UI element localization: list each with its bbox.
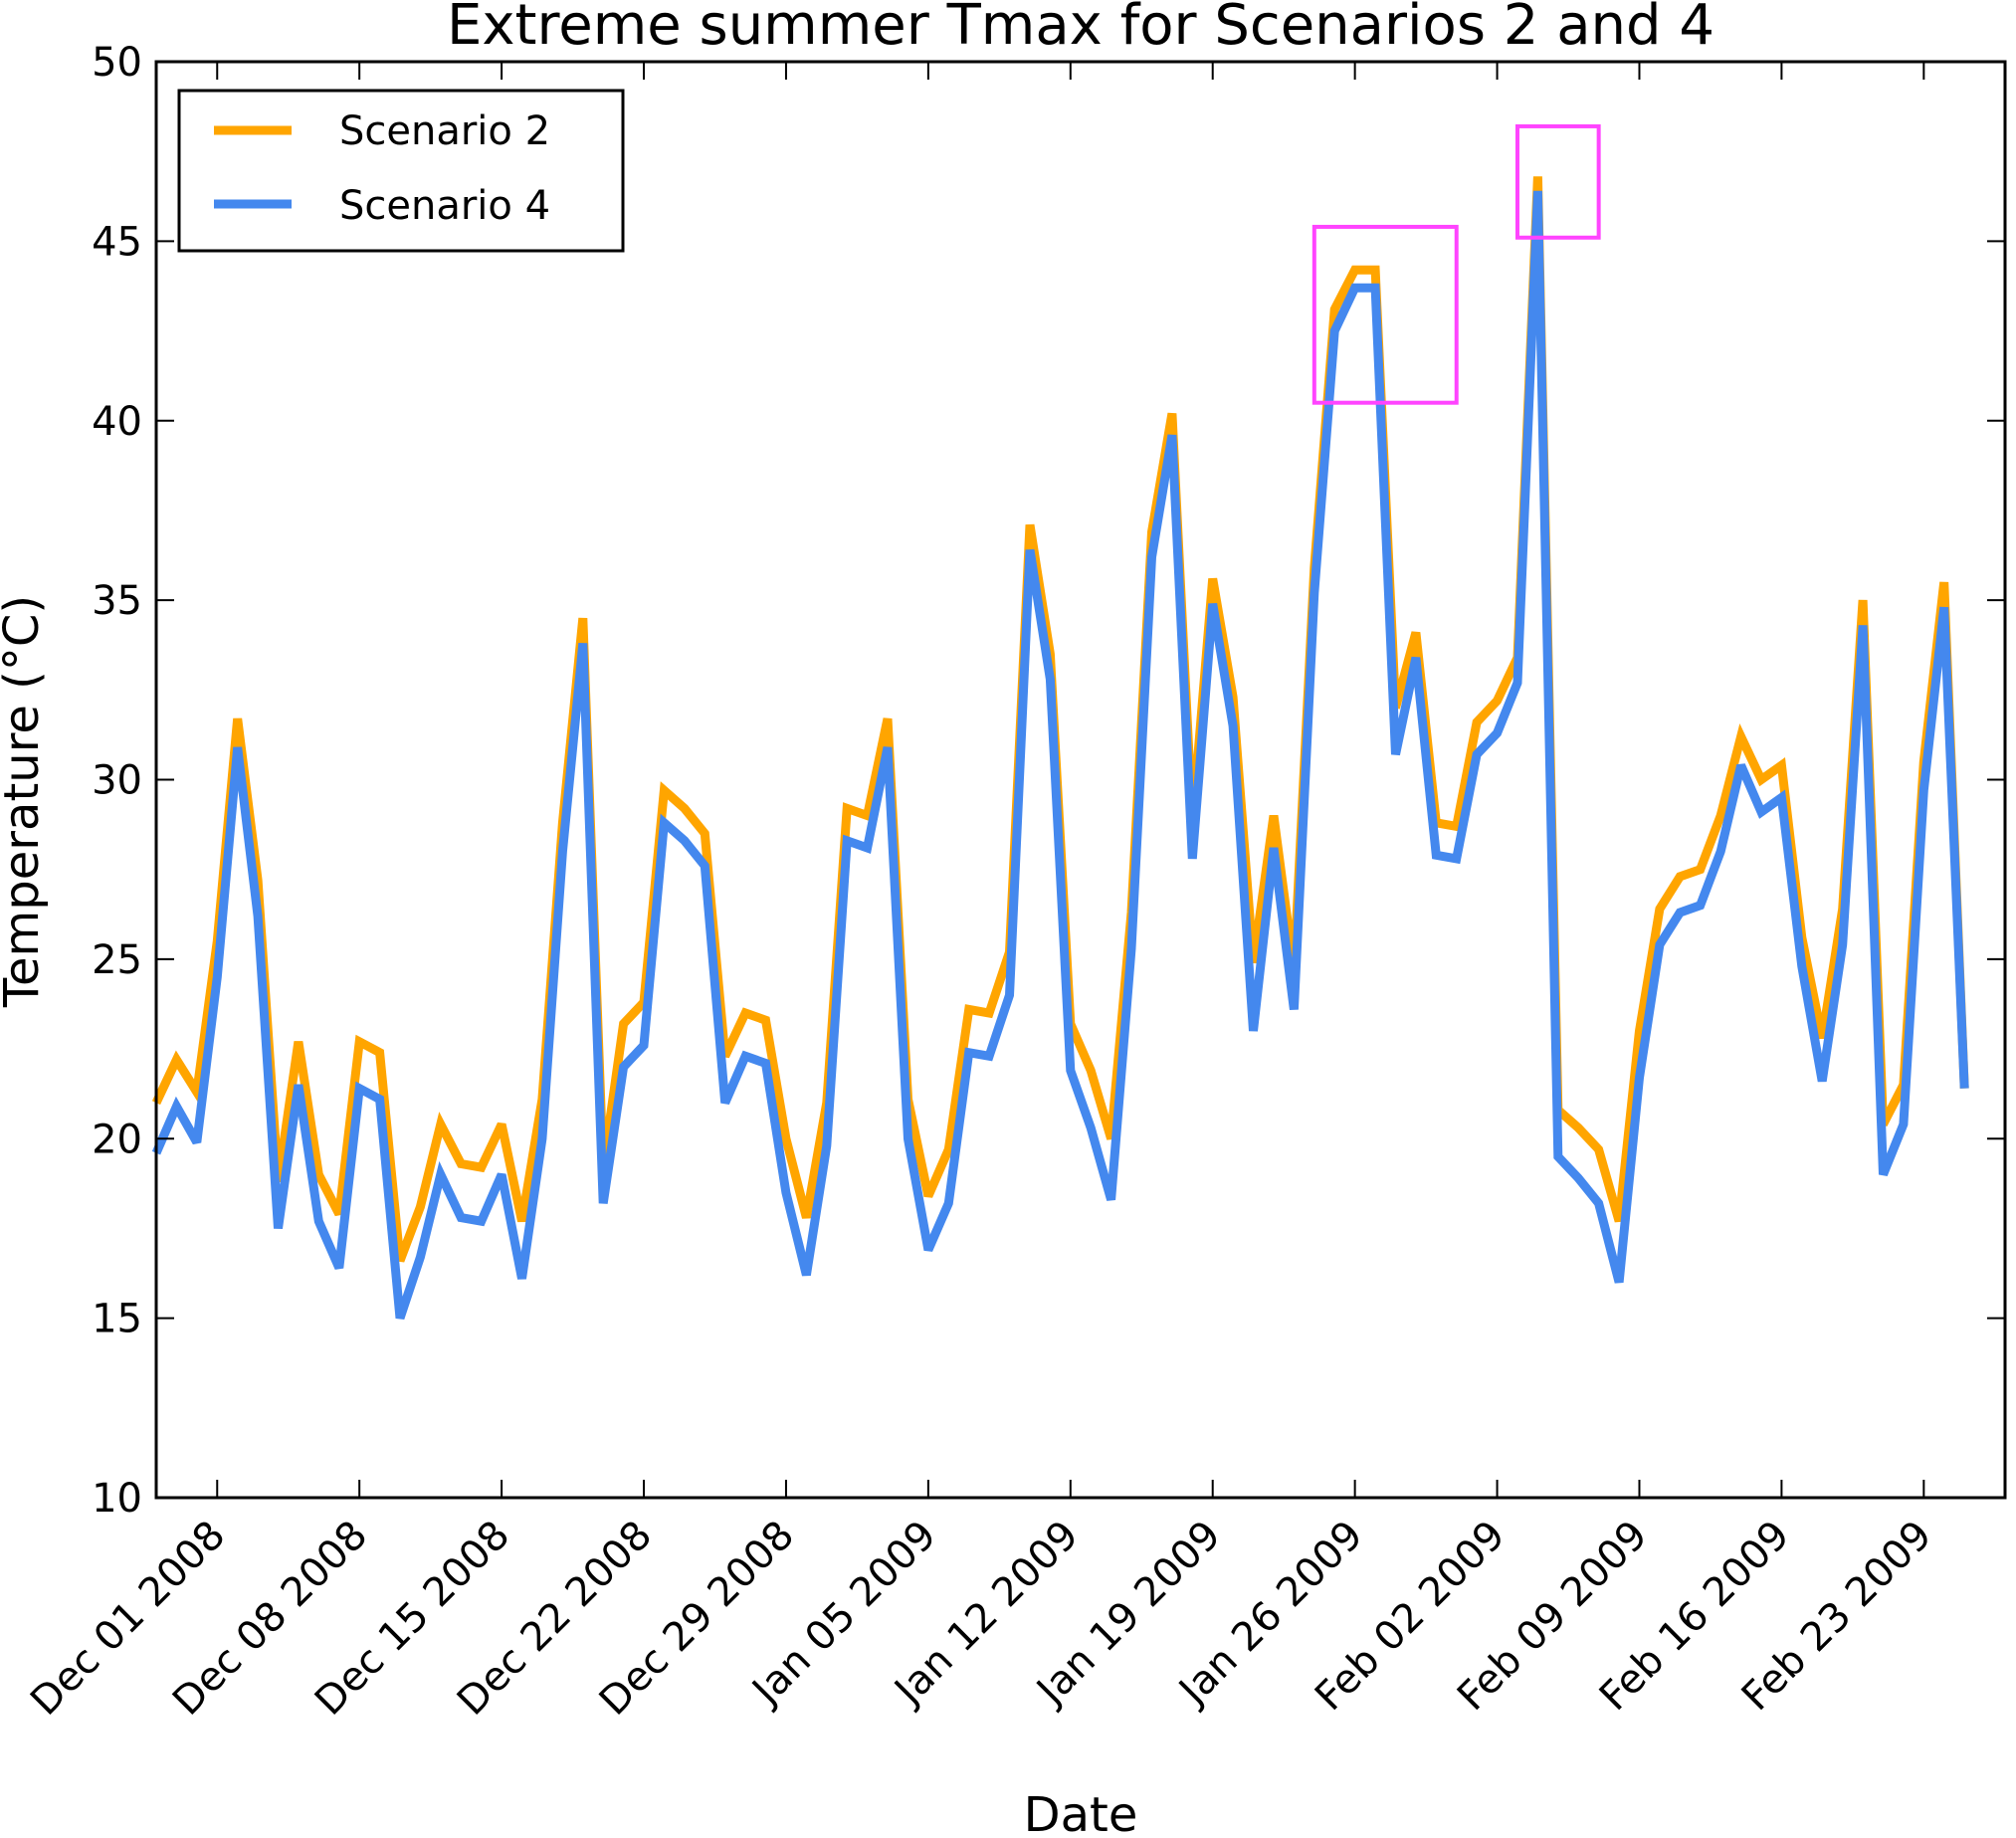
y-tick-label: 10 bbox=[92, 1476, 142, 1522]
series-line-scenario-4 bbox=[151, 190, 1969, 1321]
highlight-box-1 bbox=[1311, 224, 1459, 405]
y-tick-label: 45 bbox=[92, 219, 142, 265]
y-tick-label: 40 bbox=[92, 399, 142, 445]
series-line-scenario-2 bbox=[151, 176, 1969, 1263]
y-tick-label: 30 bbox=[92, 758, 142, 804]
series-layer bbox=[151, 176, 1969, 1321]
y-tick-label: 35 bbox=[92, 578, 142, 624]
legend-frame bbox=[177, 89, 625, 253]
y-tick-label: 20 bbox=[92, 1117, 142, 1162]
x-axis-label: Date bbox=[1024, 1787, 1138, 1838]
y-tick-label: 25 bbox=[92, 937, 142, 983]
y-axis-label: Temperature (°C) bbox=[0, 595, 50, 1008]
legend-label-scenario-4: Scenario 4 bbox=[339, 183, 550, 229]
legend-label-scenario-2: Scenario 2 bbox=[339, 108, 550, 154]
y-tick-label: 15 bbox=[92, 1297, 142, 1342]
legend: Scenario 2 Scenario 4 bbox=[177, 89, 625, 253]
chart-title: Extreme summer Tmax for Scenarios 2 and … bbox=[447, 0, 1714, 58]
annotation-layer bbox=[1311, 123, 1601, 405]
y-tick-label: 50 bbox=[92, 40, 142, 86]
highlight-box-2 bbox=[1514, 123, 1601, 240]
